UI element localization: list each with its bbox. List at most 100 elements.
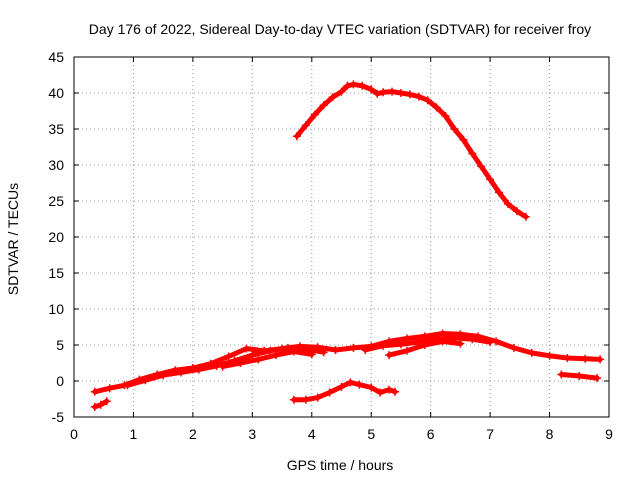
data-point — [486, 175, 495, 184]
data-point — [194, 365, 203, 374]
data-point — [301, 121, 310, 130]
data-point — [310, 110, 319, 119]
x-tick-label: 5 — [367, 426, 375, 442]
data-point — [218, 362, 227, 371]
series-high-arc — [292, 80, 530, 221]
data-point — [349, 80, 358, 89]
data-point — [459, 135, 468, 144]
x-tick-label: 7 — [486, 426, 494, 442]
data-point — [563, 354, 572, 362]
data-point — [358, 81, 367, 90]
data-point — [423, 96, 432, 105]
data-point — [438, 337, 447, 346]
data-point — [468, 335, 477, 344]
data-point — [102, 397, 111, 406]
y-tick-label: 10 — [48, 301, 64, 317]
series-low-arc — [289, 378, 399, 404]
y-tick-label: 45 — [48, 49, 64, 65]
data-point — [328, 93, 337, 102]
y-axis-label: SDTVAR / TECUs — [5, 183, 21, 295]
data-point — [545, 351, 554, 360]
data-point — [301, 395, 310, 404]
data-point — [319, 101, 328, 110]
data-point — [402, 346, 411, 355]
data-point — [486, 338, 495, 347]
data-series — [90, 80, 605, 411]
data-point — [527, 348, 536, 357]
data-point — [349, 343, 358, 352]
data-point — [141, 376, 150, 385]
series-mid-band-4 — [361, 333, 495, 354]
x-tick-label: 6 — [427, 426, 435, 442]
x-tick-label: 2 — [189, 426, 197, 442]
data-point — [355, 380, 364, 389]
data-point — [388, 87, 396, 96]
data-point — [266, 346, 275, 355]
y-tick-label: 5 — [56, 337, 64, 353]
data-point — [405, 90, 414, 99]
data-point — [396, 89, 405, 97]
series-end-low — [557, 370, 602, 383]
data-point — [441, 112, 450, 120]
data-point — [385, 351, 394, 360]
data-point — [90, 387, 99, 396]
data-point — [575, 372, 584, 380]
data-point — [331, 346, 340, 354]
data-point — [379, 88, 388, 97]
data-point — [319, 348, 328, 357]
x-tick-label: 4 — [308, 426, 316, 442]
series-mid-band-3 — [218, 347, 316, 371]
data-point — [96, 400, 105, 409]
x-tick-label: 8 — [546, 426, 554, 442]
data-point — [254, 355, 263, 364]
data-point — [596, 355, 605, 364]
data-point — [512, 207, 521, 216]
x-axis-ticks: 0 1 2 3 4 5 6 7 8 9 — [70, 57, 613, 442]
data-point — [289, 395, 298, 404]
y-tick-label: 25 — [48, 193, 64, 209]
data-point — [557, 370, 566, 379]
x-tick-label: 3 — [248, 426, 256, 442]
data-point — [581, 354, 590, 363]
x-tick-label: 1 — [130, 426, 138, 442]
y-tick-label: 40 — [48, 85, 64, 101]
data-point — [593, 374, 602, 383]
data-point — [325, 388, 334, 397]
y-tick-label: 30 — [48, 157, 64, 173]
data-point — [477, 162, 486, 171]
y-tick-label: 15 — [48, 265, 64, 281]
data-point — [373, 89, 382, 98]
y-axis-ticks: -5 0 5 10 15 20 25 30 35 40 45 — [48, 49, 609, 425]
data-point — [90, 402, 99, 411]
data-point — [313, 393, 322, 402]
data-point — [105, 384, 114, 393]
data-point — [391, 387, 399, 396]
series-mid-band-2 — [123, 343, 328, 390]
data-point — [337, 87, 346, 96]
data-point — [307, 350, 316, 359]
data-point — [272, 351, 281, 360]
data-point — [289, 347, 298, 356]
data-point — [450, 125, 459, 133]
data-point — [236, 359, 245, 367]
data-point — [224, 352, 233, 361]
data-point — [379, 341, 388, 350]
series-start-low — [90, 397, 111, 411]
x-axis-label: GPS time / hours — [287, 457, 394, 473]
series-trace — [294, 81, 529, 220]
data-point — [367, 85, 376, 94]
y-tick-label: -5 — [52, 409, 65, 425]
x-tick-label: 9 — [605, 426, 613, 442]
data-point — [376, 388, 385, 397]
data-point — [361, 346, 370, 354]
y-tick-label: 20 — [48, 229, 64, 245]
data-point — [495, 188, 503, 197]
grid-lines — [74, 57, 609, 417]
data-point — [396, 340, 405, 349]
data-point — [521, 212, 530, 221]
data-point — [468, 149, 477, 158]
data-point — [438, 329, 447, 338]
data-point — [503, 199, 512, 208]
data-point — [292, 132, 301, 141]
